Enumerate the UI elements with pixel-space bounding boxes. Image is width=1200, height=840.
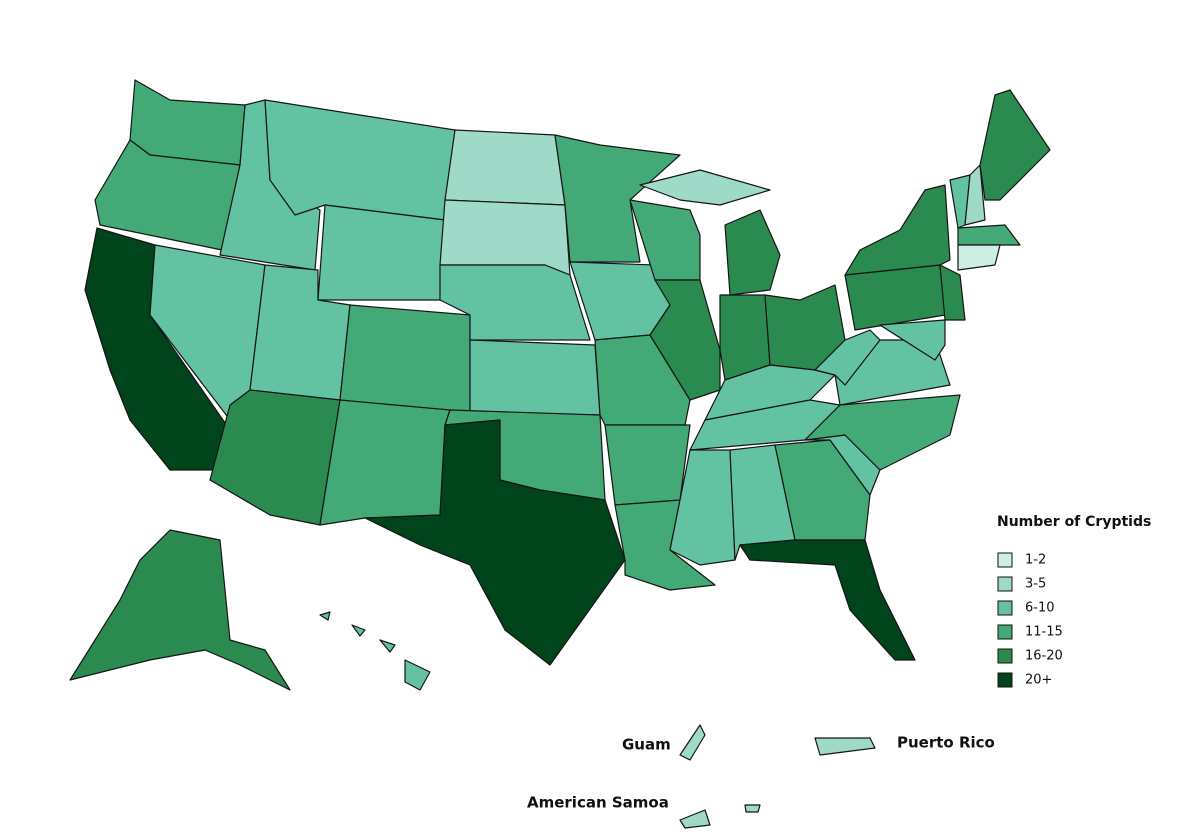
region <box>319 611 331 621</box>
legend-label: 6-10 <box>1025 601 1055 616</box>
region <box>69 529 291 691</box>
legend-label: 1-2 <box>1025 553 1046 568</box>
region <box>957 224 1021 246</box>
region <box>264 99 456 221</box>
region <box>554 134 681 263</box>
region <box>979 89 1051 201</box>
region <box>879 319 946 361</box>
region <box>774 439 871 541</box>
legend-swatch <box>997 672 1013 688</box>
region <box>404 659 431 691</box>
region <box>364 419 626 666</box>
region <box>649 279 721 401</box>
region <box>639 169 771 206</box>
region <box>339 304 471 416</box>
legend-swatch <box>997 648 1013 664</box>
region <box>439 264 591 341</box>
legend-swatch <box>997 600 1013 616</box>
territory-label: Puerto Rico <box>897 734 995 752</box>
legend-label: 16-20 <box>1025 649 1063 664</box>
legend-label: 20+ <box>1025 673 1052 688</box>
region <box>814 737 876 756</box>
territory-label: American Samoa <box>527 794 669 812</box>
region <box>669 449 736 566</box>
region <box>964 164 986 226</box>
region <box>844 184 951 276</box>
region <box>351 624 366 637</box>
legend-swatch <box>997 624 1013 640</box>
region <box>604 424 691 506</box>
legend-title: Number of Cryptids <box>997 514 1151 530</box>
region <box>379 639 396 653</box>
region <box>444 129 566 206</box>
region <box>739 539 916 661</box>
region <box>679 809 711 829</box>
region <box>209 389 341 526</box>
region <box>744 804 761 813</box>
region <box>679 724 706 761</box>
region <box>629 199 701 281</box>
legend-label: 3-5 <box>1025 577 1046 592</box>
region <box>469 339 601 416</box>
region <box>439 199 571 276</box>
region <box>844 264 946 331</box>
region <box>317 204 446 301</box>
legend-swatch <box>997 576 1013 592</box>
region <box>957 244 1001 271</box>
region <box>939 264 966 321</box>
region <box>724 209 781 296</box>
region <box>319 399 451 526</box>
legend-label: 11-15 <box>1025 625 1063 640</box>
legend-swatch <box>997 552 1013 568</box>
states <box>69 79 1051 829</box>
territory-label: Guam <box>622 736 671 754</box>
legend: 1-2 3-5 6-10 11-15 16-20 20+ <box>997 552 1063 688</box>
region <box>814 329 881 386</box>
